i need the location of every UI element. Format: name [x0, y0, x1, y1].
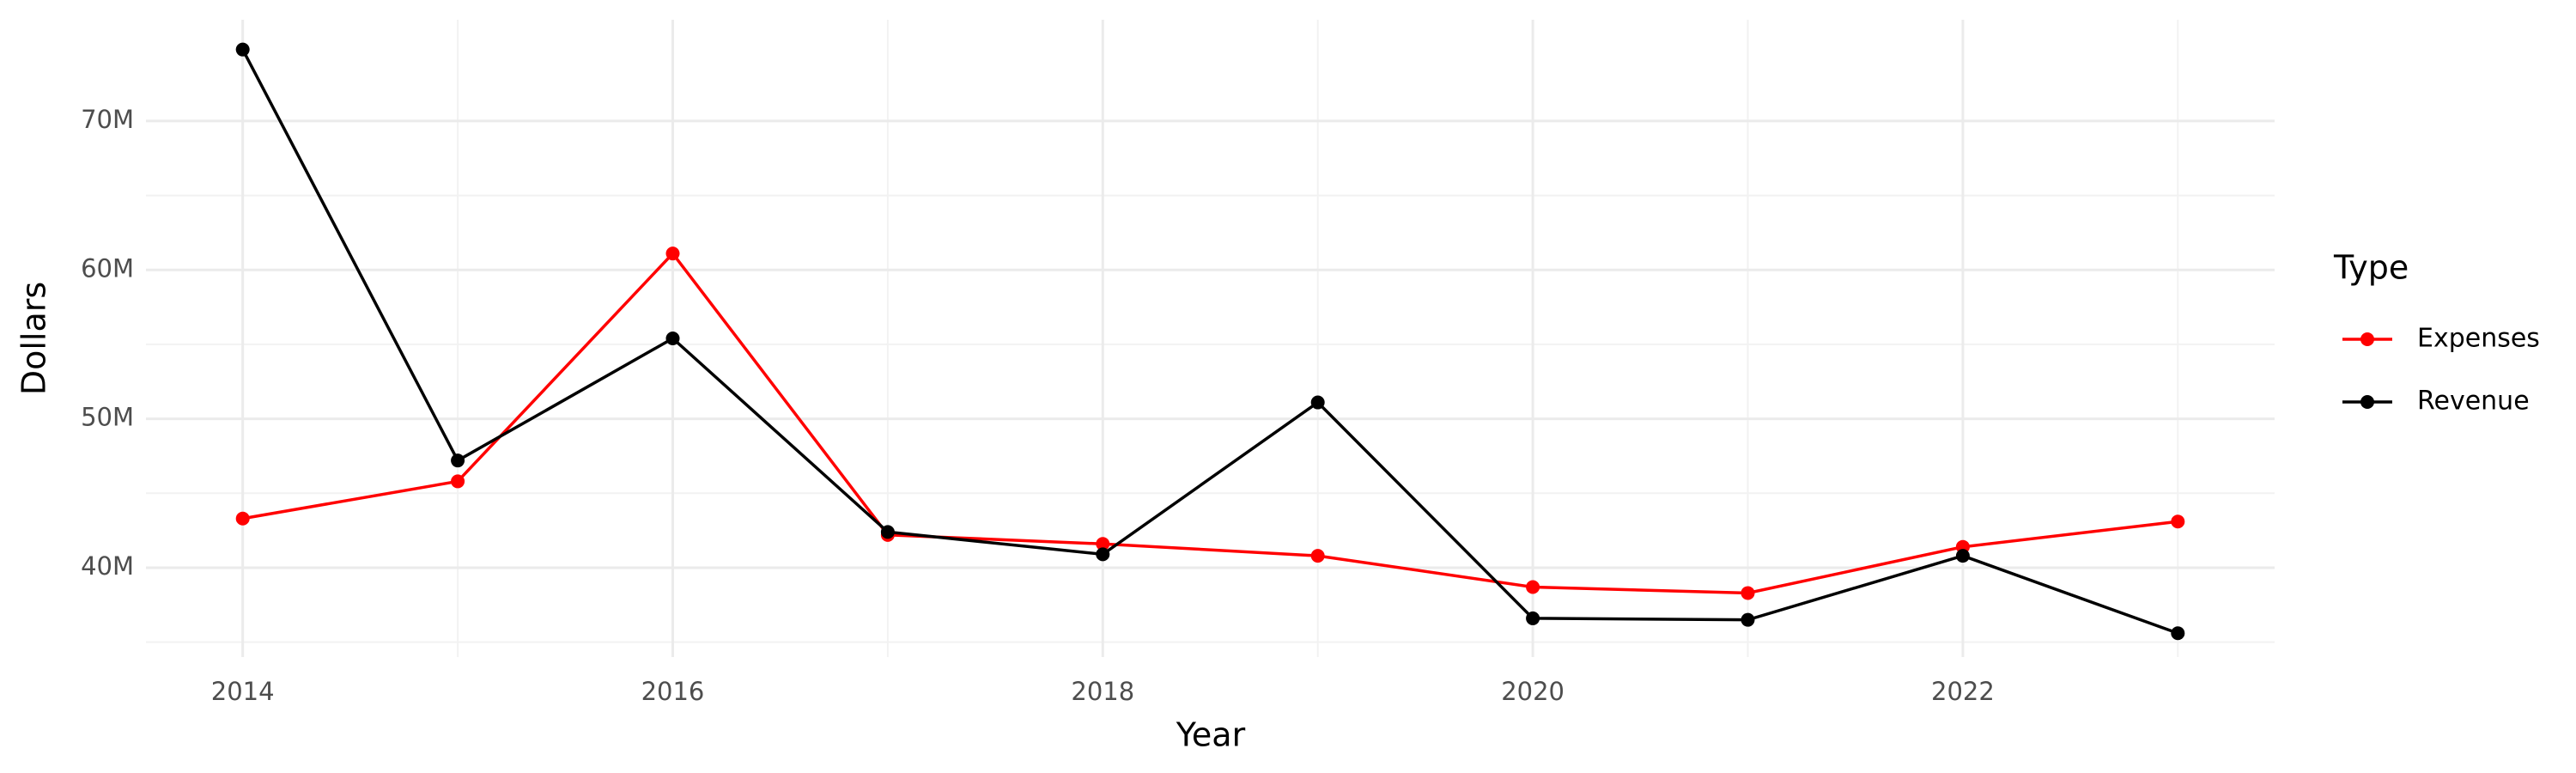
data-point	[1096, 537, 1110, 551]
x-tick-label: 2016	[641, 677, 705, 706]
y-tick-label: 60M	[81, 253, 134, 283]
y-tick-label: 50M	[81, 403, 134, 432]
data-point	[2171, 626, 2185, 641]
data-point	[2171, 514, 2185, 529]
data-point	[1741, 612, 1755, 627]
data-point	[451, 453, 465, 468]
legend-label: Expenses	[2417, 324, 2540, 354]
legend-key-point	[2360, 395, 2374, 409]
data-point	[451, 474, 465, 489]
series-line	[241, 48, 2178, 635]
series-line	[242, 251, 2178, 595]
y-axis-title: Dollars	[15, 282, 53, 395]
legend-key-point	[2360, 332, 2374, 346]
legend-label: Revenue	[2417, 386, 2530, 417]
x-tick-label: 2022	[1931, 677, 1995, 706]
x-tick-label: 2018	[1071, 677, 1134, 706]
data-point	[1955, 549, 1970, 563]
data-point	[665, 332, 680, 345]
data-point	[880, 525, 895, 539]
x-tick-label: 2014	[211, 677, 275, 706]
legend-title: Type	[2333, 249, 2409, 287]
data-point	[1096, 547, 1110, 562]
data-point	[235, 511, 250, 526]
x-axis-title: Year	[1176, 716, 1246, 754]
data-point	[1741, 586, 1755, 600]
data-point	[1526, 611, 1540, 625]
data-point	[1310, 395, 1325, 410]
y-tick-label: 40M	[81, 551, 134, 581]
x-tick-label: 2020	[1501, 677, 1564, 706]
data-point	[1310, 549, 1325, 563]
y-tick-label: 70M	[81, 105, 134, 134]
data-point	[1526, 580, 1540, 594]
data-point	[235, 42, 250, 57]
data-point	[665, 247, 680, 261]
